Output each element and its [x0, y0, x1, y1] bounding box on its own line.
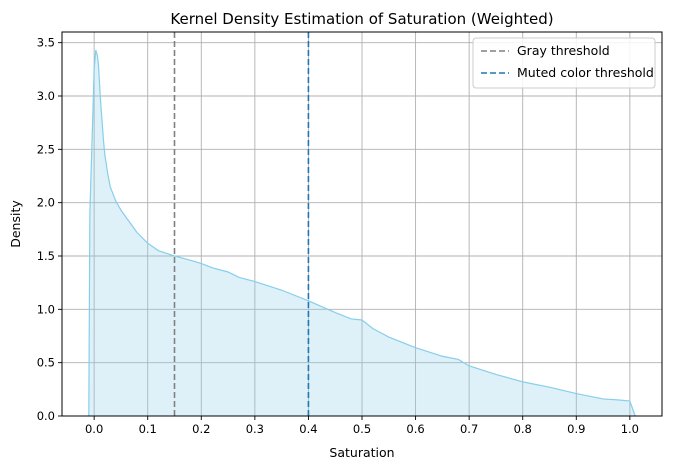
legend-box	[472, 37, 656, 89]
y-tick-label: 1.0	[37, 302, 55, 316]
y-tick-label: 2.0	[37, 196, 55, 210]
y-tick-label: 3.5	[37, 36, 55, 50]
y-tick-label: 1.5	[37, 249, 55, 263]
x-axis-label: Saturation	[329, 445, 394, 460]
x-tick-label: 0.0	[85, 422, 103, 436]
x-tick-label: 0.6	[406, 422, 424, 436]
chart-title: Kernel Density Estimation of Saturation …	[170, 10, 553, 28]
x-tick-label: 0.4	[299, 422, 317, 436]
density-curve	[88, 49, 636, 417]
y-tick-label: 2.5	[37, 142, 55, 156]
y-tick-label: 0.5	[37, 356, 55, 370]
x-tick-label: 0.5	[353, 422, 371, 436]
x-tick-label: 0.2	[192, 422, 210, 436]
threshold-lines	[173, 32, 310, 416]
y-tick-label: 3.0	[37, 89, 55, 103]
legend: Gray threshold Muted color threshold	[472, 37, 656, 89]
x-tick-label: 0.8	[514, 422, 532, 436]
x-axis-ticks: 0.0 0.1 0.2 0.3 0.4 0.5 0.6 0.7 0.8 0.9 1.0	[85, 416, 639, 436]
legend-label-gray-threshold: Gray threshold	[517, 43, 610, 58]
y-tick-label: 0.0	[37, 409, 55, 423]
legend-label-muted-threshold: Muted color threshold	[517, 65, 654, 80]
x-tick-label: 0.3	[246, 422, 264, 436]
density-area	[88, 50, 636, 416]
x-tick-label: 0.9	[567, 422, 585, 436]
x-tick-label: 0.7	[460, 422, 478, 436]
y-axis-label: Density	[8, 200, 23, 248]
x-tick-label: 0.1	[139, 422, 157, 436]
y-axis-ticks: 0.0 0.5 1.0 1.5 2.0 2.5 3.0 3.5	[37, 36, 62, 423]
x-tick-label: 1.0	[621, 422, 639, 436]
